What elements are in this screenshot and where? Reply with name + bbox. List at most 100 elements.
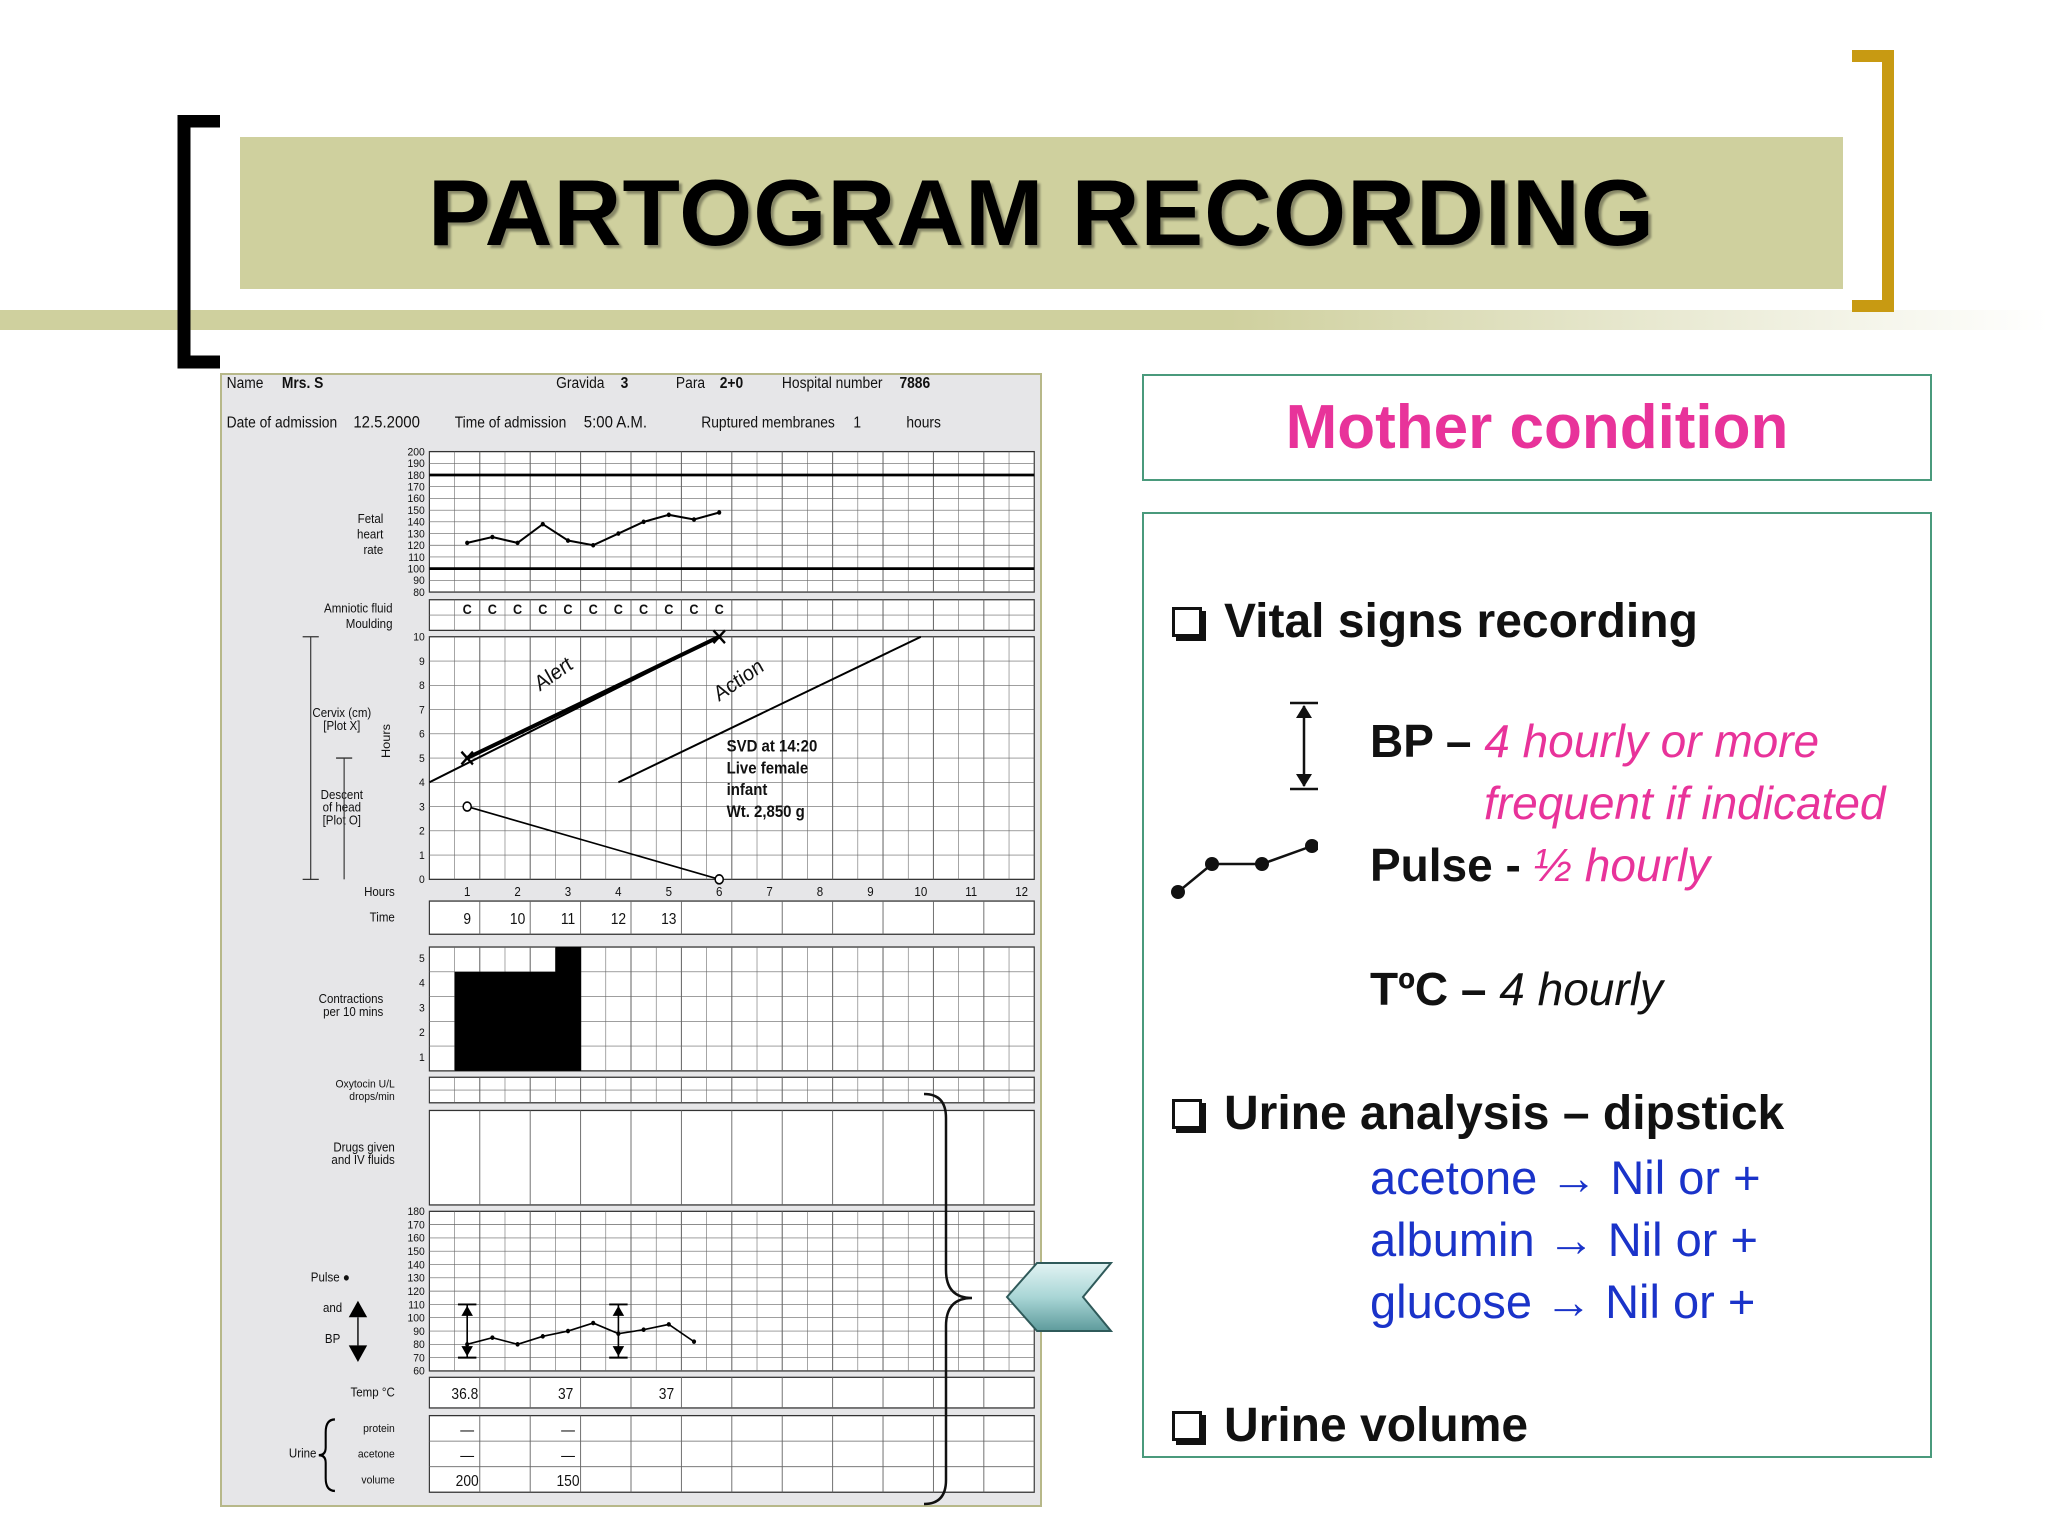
hours-axis-label: Hours [364,884,395,899]
pulse-tick: 60 [413,1365,425,1378]
bp-up-arrow-icon [348,1300,368,1318]
fhr-tick: 160 [407,493,424,506]
hour-tick: 8 [817,884,824,899]
hour-tick: 6 [716,884,723,899]
hour-tick: 5 [666,884,673,899]
amniotic-cell: C [589,601,598,617]
partogram-svg: Name Mrs. S Gravida 3 Para 2+0 Hospital number… [227,375,1035,1493]
cervix-tick: 7 [419,704,425,717]
acetone-value: — [460,1448,474,1465]
time-label: Time of admission [455,415,567,432]
mother-condition-header: Mother condition [1142,374,1932,481]
hospital-label: Hospital number [782,375,883,392]
pulse-tick: 180 [407,1206,424,1219]
cervix-series [466,634,720,760]
fhr-tick: 120 [407,540,424,553]
fhr-point [616,531,621,536]
ruptured-value: 1 [853,415,861,432]
fhr-point [691,517,697,522]
amniotic-cell: C [538,601,547,617]
time-value: 9 [463,911,471,928]
amniotic-label: Amniotic fluid [324,601,392,616]
amniotic-cell: C [463,601,472,617]
amniotic-cell: C [664,601,673,617]
vital-signs-heading: Vital signs recording [1224,595,1698,648]
descent-point [714,874,724,885]
contraction-tick: 5 [419,952,425,965]
fhr-tick: 180 [407,469,424,482]
temp-note: 4 hourly [1499,963,1663,1015]
amniotic-cell: C [513,601,522,617]
pulse-dots-icon [1171,839,1318,899]
pulse-point [490,1335,495,1340]
fhr-label: heart [357,527,384,542]
fhr-point [591,542,596,548]
pulse-point [641,1327,646,1332]
fhr-tick: 80 [413,586,425,599]
temp-value: 37 [558,1386,573,1403]
urine-volume-bullet: Urine volume [1172,1398,1528,1453]
bp-note-2: frequent if indicated [1484,777,1886,829]
delivery-note: Live female [727,760,809,778]
bp-note-1: 4 hourly or more [1484,715,1820,767]
hour-tick: 3 [565,884,572,899]
pulse-label: Pulse - [1370,839,1521,891]
title-band [240,137,1843,289]
volume-label: volume [361,1474,394,1487]
name-label: Name [227,375,264,392]
temp-label: Temp °C [351,1385,395,1400]
bp-systolic-marker [461,1305,473,1316]
contraction-bar [530,971,556,1071]
gravida-label: Gravida [556,375,605,392]
amniotic-cell: C [488,601,497,617]
temp-label: TºC – [1370,963,1487,1015]
pulse-tick: 110 [408,1299,425,1312]
hour-tick: 9 [867,884,874,899]
bp-down-arrow-icon [348,1345,368,1362]
cervix-tick: 1 [419,849,425,862]
curly-brace-icon [923,1092,973,1506]
name-value: Mrs. S [282,375,324,392]
urine-item-glucose: glucose → Nil or + [1370,1275,1756,1328]
drugs-label: and IV fluids [331,1153,394,1168]
pulse-point [565,1328,571,1334]
fhr-label: Fetal [358,512,384,527]
delivery-note: SVD at 14:20 [727,738,818,756]
pulse-line: Pulse - ½ hourly [1370,838,1710,892]
mother-condition-title: Mother condition [1285,393,1789,462]
fhr-tick: 190 [407,458,424,471]
pulse-note: ½ hourly [1533,839,1711,891]
slide-title: PARTOGRAM RECORDING [427,160,1656,265]
pulse-tick: 170 [407,1219,424,1232]
fhr-tick: 170 [407,481,424,494]
fhr-tick: 130 [407,528,424,541]
pulse-tick: 90 [413,1325,425,1338]
acetone-label: acetone [358,1448,395,1461]
para-value: 2+0 [720,375,743,392]
urine-label: Urine [289,1446,317,1461]
hours-rotated-label: Hours [380,724,393,758]
cervix-tick: 5 [419,752,425,765]
bp-diastolic-marker [461,1346,473,1357]
fhr-tick: 200 [407,446,424,459]
contraction-tick: 3 [419,1002,425,1015]
descent-label: [Plot O] [323,813,361,828]
bp-label: BP – [1370,715,1472,767]
and-label: and [323,1301,342,1316]
hour-tick: 4 [615,884,622,899]
date-label: Date of admission [227,415,338,432]
pulse-tick: 80 [413,1339,425,1352]
drugs-label: Drugs given [333,1140,394,1155]
fhr-label: rate [363,542,383,557]
contraction-tick: 4 [419,977,425,990]
hour-tick: 12 [1015,884,1028,899]
fhr-tick: 140 [407,516,424,529]
ruptured-label: Ruptured membranes [701,415,835,432]
contractions-label: Contractions [319,992,384,1007]
volume-value: 200 [456,1473,479,1490]
cervix-tick: 3 [419,801,425,814]
pulse-tick: 130 [407,1272,424,1285]
fhr-point [666,512,671,518]
pulse-tick: 150 [407,1246,424,1259]
cervix-tick: 6 [419,728,425,741]
